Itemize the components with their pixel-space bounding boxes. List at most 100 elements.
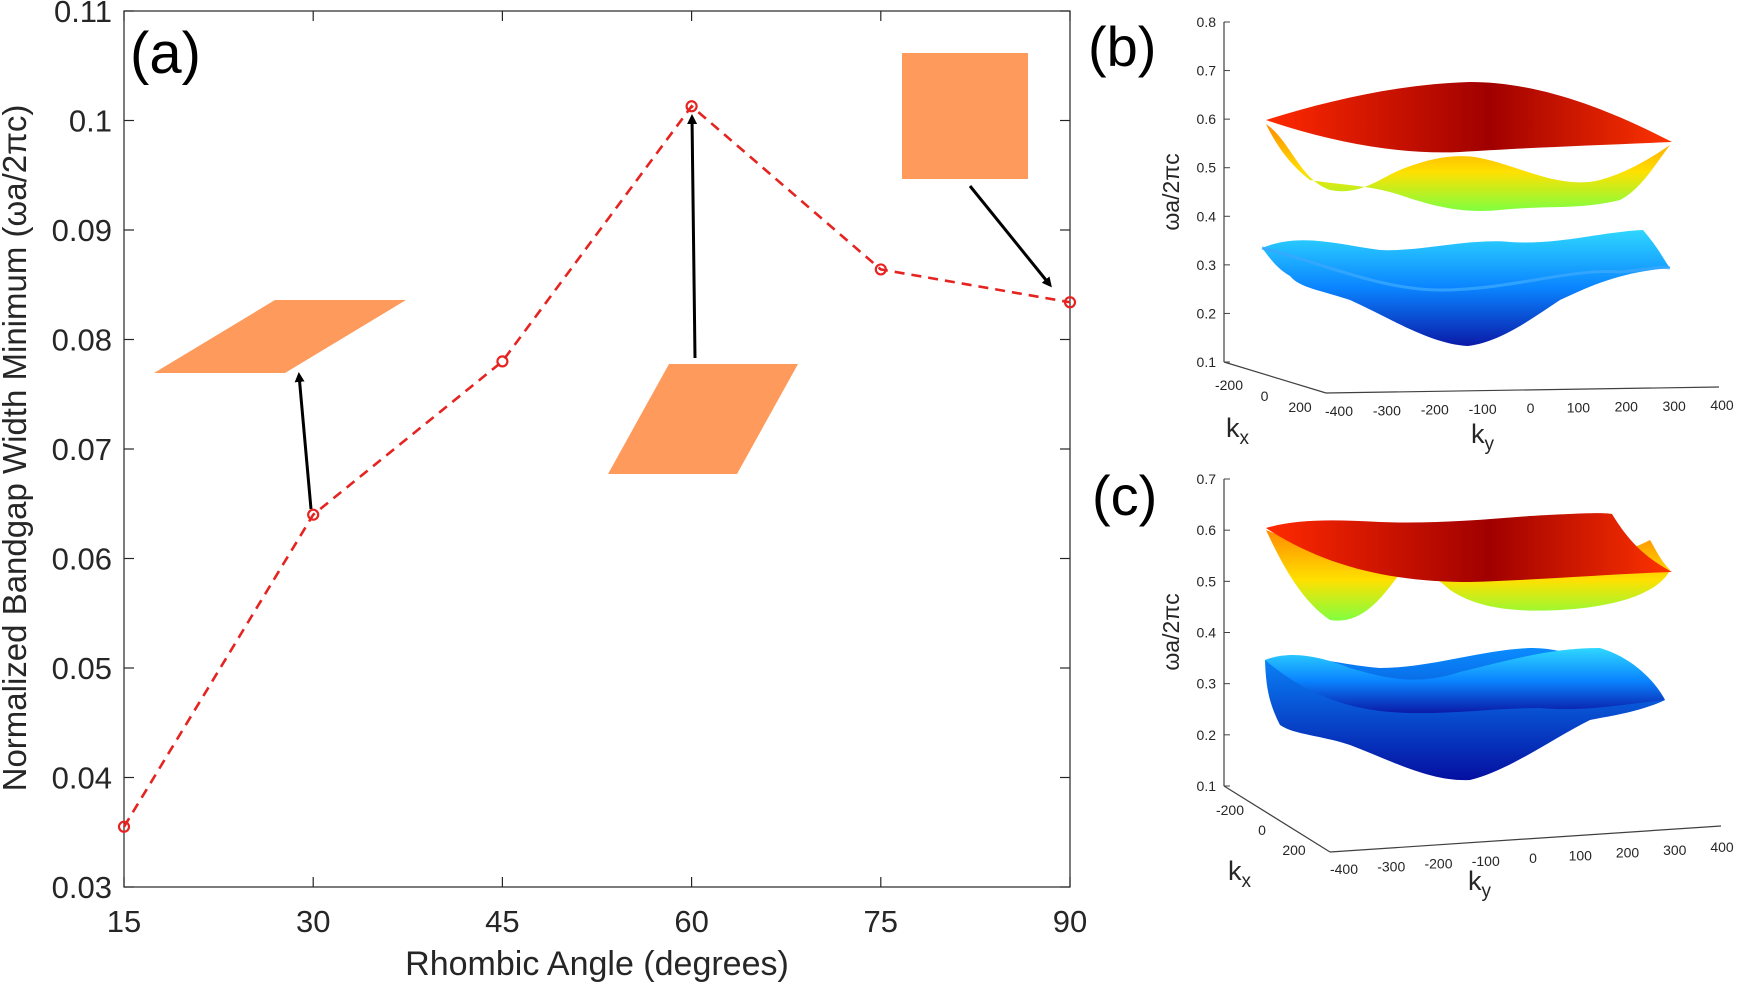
- data-point: [307, 508, 320, 521]
- data-point: [874, 263, 887, 276]
- z-tick-label: 0.1: [1197, 354, 1217, 370]
- y-tick-label: 0.1: [69, 104, 112, 139]
- panel-b-z-ticks: 0.1 0.2 0.3 0.4 0.5 0.6 0.7 0.8: [1197, 14, 1230, 370]
- axis-tick-label: -400: [1325, 403, 1353, 419]
- x-axis-ticks: 15 30 45 60 75 90: [107, 11, 1087, 939]
- axis-tick-label: 100: [1569, 847, 1593, 863]
- series-line: [122, 104, 1071, 828]
- z-tick-label: 0.6: [1197, 111, 1217, 127]
- z-tick-label: 0.5: [1197, 160, 1217, 176]
- z-tick-label: 0.4: [1197, 208, 1217, 224]
- arrow-to-90: [968, 185, 1052, 288]
- axis-tick-label: 300: [1662, 398, 1686, 414]
- axis-tick-label: -200: [1424, 856, 1452, 872]
- data-point: [117, 820, 131, 833]
- panel-b-ky-axis: [1325, 386, 1720, 394]
- axis-tick-label: -300: [1377, 858, 1405, 874]
- square-90-shape: [902, 53, 1028, 179]
- axis-tick-label: 0: [1261, 388, 1269, 404]
- x-tick-label: 75: [864, 904, 898, 939]
- axis-tick-label: 0: [1258, 822, 1266, 838]
- panel-a-label: (a): [130, 21, 201, 86]
- x-axis-label: Rhombic Angle (degrees): [405, 945, 789, 983]
- y-axis-ticks: 0.03 0.04 0.05 0.06 0.07 0.08 0.09 0.1 0.11: [52, 0, 1070, 905]
- axis-tick-label: -400: [1330, 861, 1358, 877]
- axis-tick-label: 400: [1710, 397, 1734, 413]
- data-point: [496, 355, 509, 368]
- panel-c-kx-axis: [1223, 785, 1331, 853]
- z-tick-label: 0.2: [1197, 727, 1217, 743]
- y-axis-label: Normalized Bandgap Width Minimum (ωa/2πc…: [0, 105, 33, 792]
- arrow-to-60: [687, 114, 698, 359]
- axis-tick-label: -100: [1472, 853, 1500, 869]
- axis-tick-label: -200: [1421, 402, 1449, 418]
- y-tick-label: 0.08: [52, 323, 112, 358]
- panel-c-ky-ticks: -400 -300 -200 -100 0 100 200 300 400: [1330, 839, 1734, 877]
- panel-b-ky-ticks: -400 -300 -200 -100 0 100 200 300 400: [1325, 397, 1734, 419]
- panel-c-z-label: ωa/2πc: [1158, 593, 1184, 670]
- rhombus-30-shape: [154, 300, 406, 373]
- y-tick-label: 0.07: [52, 432, 112, 467]
- x-tick-label: 90: [1053, 904, 1087, 939]
- panel-b-lower-band-edge: [1261, 246, 1671, 292]
- rhombus-60-shape: [608, 364, 798, 474]
- y-tick-label: 0.11: [54, 0, 112, 29]
- z-tick-label: 0.1: [1197, 778, 1217, 794]
- axis-tick-label: 200: [1615, 399, 1639, 415]
- panel-c-kx-label: kx: [1228, 856, 1252, 892]
- z-tick-label: 0.5: [1197, 573, 1217, 589]
- z-tick-label: 0.8: [1197, 14, 1217, 30]
- axis-tick-label: 200: [1616, 845, 1640, 861]
- axis-tick-label: -200: [1215, 377, 1243, 393]
- axis-tick-label: 300: [1663, 842, 1687, 858]
- z-tick-label: 0.7: [1197, 63, 1217, 79]
- y-tick-label: 0.04: [52, 761, 112, 796]
- panel-c-label: (c): [1092, 464, 1157, 527]
- axis-tick-label: 400: [1710, 839, 1734, 855]
- panel-b-ky-label: ky: [1471, 419, 1495, 455]
- panel-a: 0.03 0.04 0.05 0.06 0.07 0.08 0.09 0.1 0.11 15 30…: [0, 0, 1087, 983]
- series-markers: [117, 100, 1077, 833]
- panel-b-kx-label: kx: [1226, 413, 1250, 449]
- panel-b-kx-axis: [1223, 361, 1327, 394]
- y-tick-label: 0.05: [52, 651, 112, 686]
- panel-c-z-ticks: 0.1 0.2 0.3 0.4 0.5 0.6 0.7: [1197, 471, 1230, 794]
- arrow-to-30: [294, 372, 313, 510]
- x-tick-label: 45: [485, 904, 519, 939]
- axis-tick-label: 200: [1288, 399, 1312, 415]
- data-point: [1063, 296, 1077, 309]
- panel-b: (b) 0.1 0.2 0.3 0.4 0.5 0.6 0.7 0.8 -200 0 200 -4…: [1088, 14, 1734, 455]
- y-tick-label: 0.09: [52, 213, 112, 248]
- panel-c-upper-band-top: [1266, 513, 1672, 582]
- panel-c-kx-ticks: -200 0 200: [1216, 802, 1306, 858]
- y-tick-label: 0.03: [52, 870, 112, 905]
- axis-tick-label: 0: [1527, 400, 1535, 416]
- data-point: [685, 100, 698, 113]
- panel-b-upper-band-top: [1266, 82, 1672, 153]
- axis-tick-label: -200: [1216, 802, 1244, 818]
- panel-b-z-label: ωa/2πc: [1158, 153, 1184, 230]
- x-tick-label: 60: [674, 904, 708, 939]
- z-tick-label: 0.4: [1197, 625, 1217, 641]
- x-tick-label: 30: [296, 904, 330, 939]
- x-tick-label: 15: [107, 904, 141, 939]
- panel-c-ky-label: ky: [1468, 866, 1492, 902]
- z-tick-label: 0.2: [1197, 305, 1217, 321]
- panel-b-kx-ticks: -200 0 200: [1215, 377, 1312, 415]
- panel-c-ky-axis: [1329, 825, 1722, 853]
- axis-tick-label: 100: [1567, 399, 1591, 415]
- panel-b-upper-band-underside: [1266, 124, 1670, 211]
- z-tick-label: 0.7: [1197, 471, 1217, 487]
- z-tick-label: 0.3: [1197, 676, 1217, 692]
- axis-tick-label: 200: [1282, 842, 1306, 858]
- axis-tick-label: 0: [1529, 850, 1537, 866]
- z-tick-label: 0.6: [1197, 522, 1217, 538]
- panel-b-label: (b): [1088, 15, 1156, 78]
- panel-c-lower-band-top: [1265, 648, 1665, 714]
- axis-tick-label: -100: [1469, 401, 1497, 417]
- z-tick-label: 0.3: [1197, 257, 1217, 273]
- y-tick-label: 0.06: [52, 542, 112, 577]
- axis-tick-label: -300: [1373, 402, 1401, 418]
